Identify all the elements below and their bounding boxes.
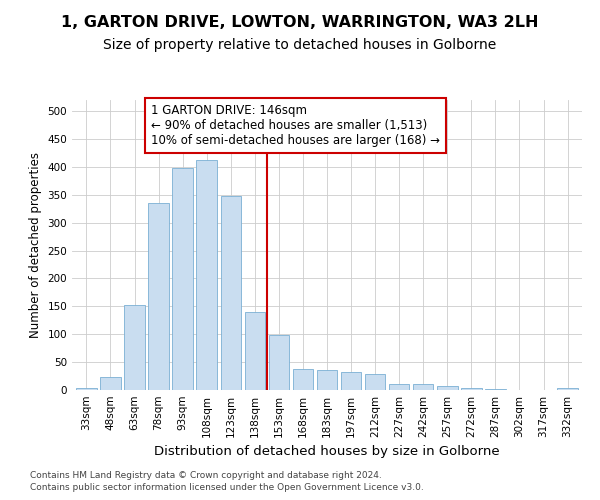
Bar <box>100 377 121 390</box>
Bar <box>76 388 97 390</box>
Bar <box>245 312 265 390</box>
Bar <box>365 374 385 390</box>
Text: Contains HM Land Registry data © Crown copyright and database right 2024.: Contains HM Land Registry data © Crown c… <box>30 471 382 480</box>
Bar <box>485 389 506 390</box>
Text: 1, GARTON DRIVE, LOWTON, WARRINGTON, WA3 2LH: 1, GARTON DRIVE, LOWTON, WARRINGTON, WA3… <box>61 15 539 30</box>
Bar <box>221 196 241 390</box>
Bar <box>196 160 217 390</box>
Bar <box>341 372 361 390</box>
Bar <box>413 384 433 390</box>
Bar <box>124 305 145 390</box>
Bar <box>437 386 458 390</box>
Y-axis label: Number of detached properties: Number of detached properties <box>29 152 42 338</box>
Bar <box>557 388 578 390</box>
Bar <box>293 370 313 390</box>
Bar <box>461 388 482 390</box>
Bar <box>148 203 169 390</box>
Text: Size of property relative to detached houses in Golborne: Size of property relative to detached ho… <box>103 38 497 52</box>
Bar <box>389 384 409 390</box>
Bar <box>317 370 337 390</box>
Text: Contains public sector information licensed under the Open Government Licence v3: Contains public sector information licen… <box>30 484 424 492</box>
Text: 1 GARTON DRIVE: 146sqm
← 90% of detached houses are smaller (1,513)
10% of semi-: 1 GARTON DRIVE: 146sqm ← 90% of detached… <box>151 104 440 148</box>
X-axis label: Distribution of detached houses by size in Golborne: Distribution of detached houses by size … <box>154 446 500 458</box>
Bar <box>172 168 193 390</box>
Bar <box>269 336 289 390</box>
